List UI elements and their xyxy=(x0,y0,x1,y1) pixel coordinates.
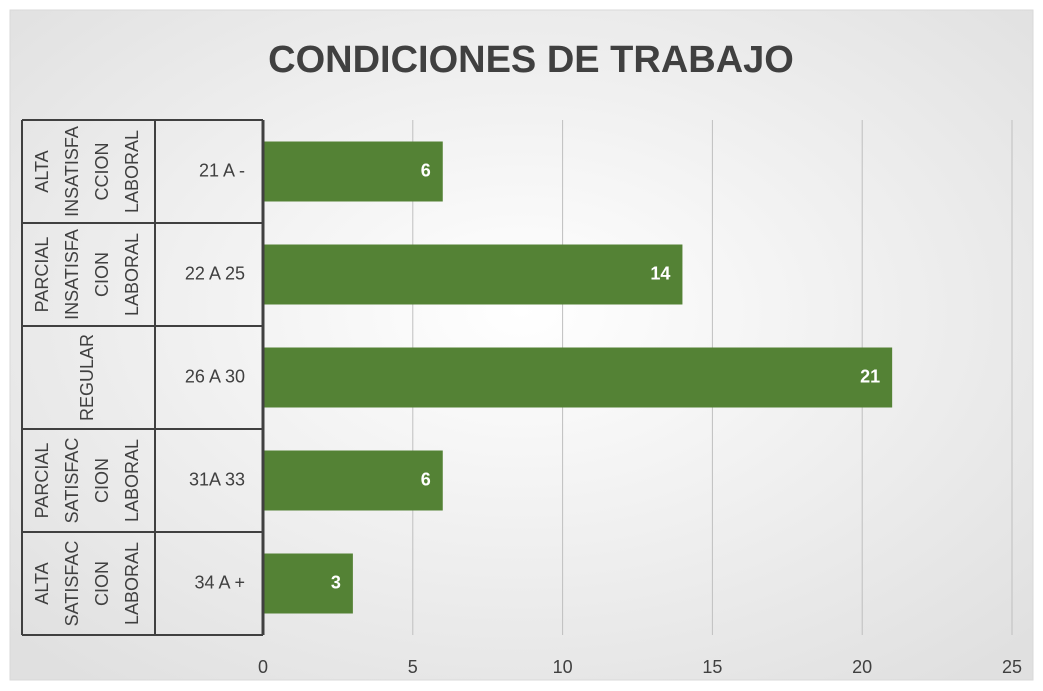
data-label: 14 xyxy=(650,263,670,283)
bar xyxy=(263,553,353,614)
group-label: LABORAL xyxy=(122,130,142,213)
group-label: LABORAL xyxy=(122,542,142,625)
chart-title: CONDICIONES DE TRABAJO xyxy=(268,39,794,81)
group-label: ALTA xyxy=(32,562,52,604)
group-label: INSATISFA xyxy=(62,126,82,217)
group-label: PARCIAL xyxy=(32,237,52,313)
x-tick-label: 15 xyxy=(702,657,722,677)
bar xyxy=(263,141,443,202)
group-label: CION xyxy=(92,561,112,606)
y-tick-label: 22 A 25 xyxy=(185,263,245,283)
x-tick-label: 10 xyxy=(553,657,573,677)
x-tick-label: 25 xyxy=(1002,657,1022,677)
group-label: CION xyxy=(92,458,112,503)
x-tick-label: 20 xyxy=(852,657,872,677)
chart-background xyxy=(9,9,1034,681)
group-label: ALTA xyxy=(32,150,52,192)
data-label: 6 xyxy=(421,469,431,489)
x-tick-label: 5 xyxy=(408,657,418,677)
group-label: INSATISFA xyxy=(62,229,82,320)
group-label: REGULAR xyxy=(77,334,97,421)
y-tick-label: 26 A 30 xyxy=(185,366,245,386)
group-label: SATISFAC xyxy=(62,438,82,524)
bar xyxy=(263,450,443,511)
group-label: PARCIAL xyxy=(32,443,52,519)
group-label: LABORAL xyxy=(122,439,142,522)
group-label: SATISFAC xyxy=(62,541,82,627)
group-label: LABORAL xyxy=(122,233,142,316)
bar xyxy=(263,347,893,408)
data-label: 3 xyxy=(331,572,341,592)
group-label: CION xyxy=(92,252,112,297)
x-tick-label: 0 xyxy=(258,657,268,677)
data-label: 6 xyxy=(421,160,431,180)
y-tick-label: 31A 33 xyxy=(189,469,245,489)
group-label: CCION xyxy=(92,143,112,201)
y-tick-label: 21 A - xyxy=(199,160,245,180)
bar xyxy=(263,244,683,305)
data-label: 21 xyxy=(860,366,880,386)
y-tick-label: 34 A + xyxy=(194,572,245,592)
